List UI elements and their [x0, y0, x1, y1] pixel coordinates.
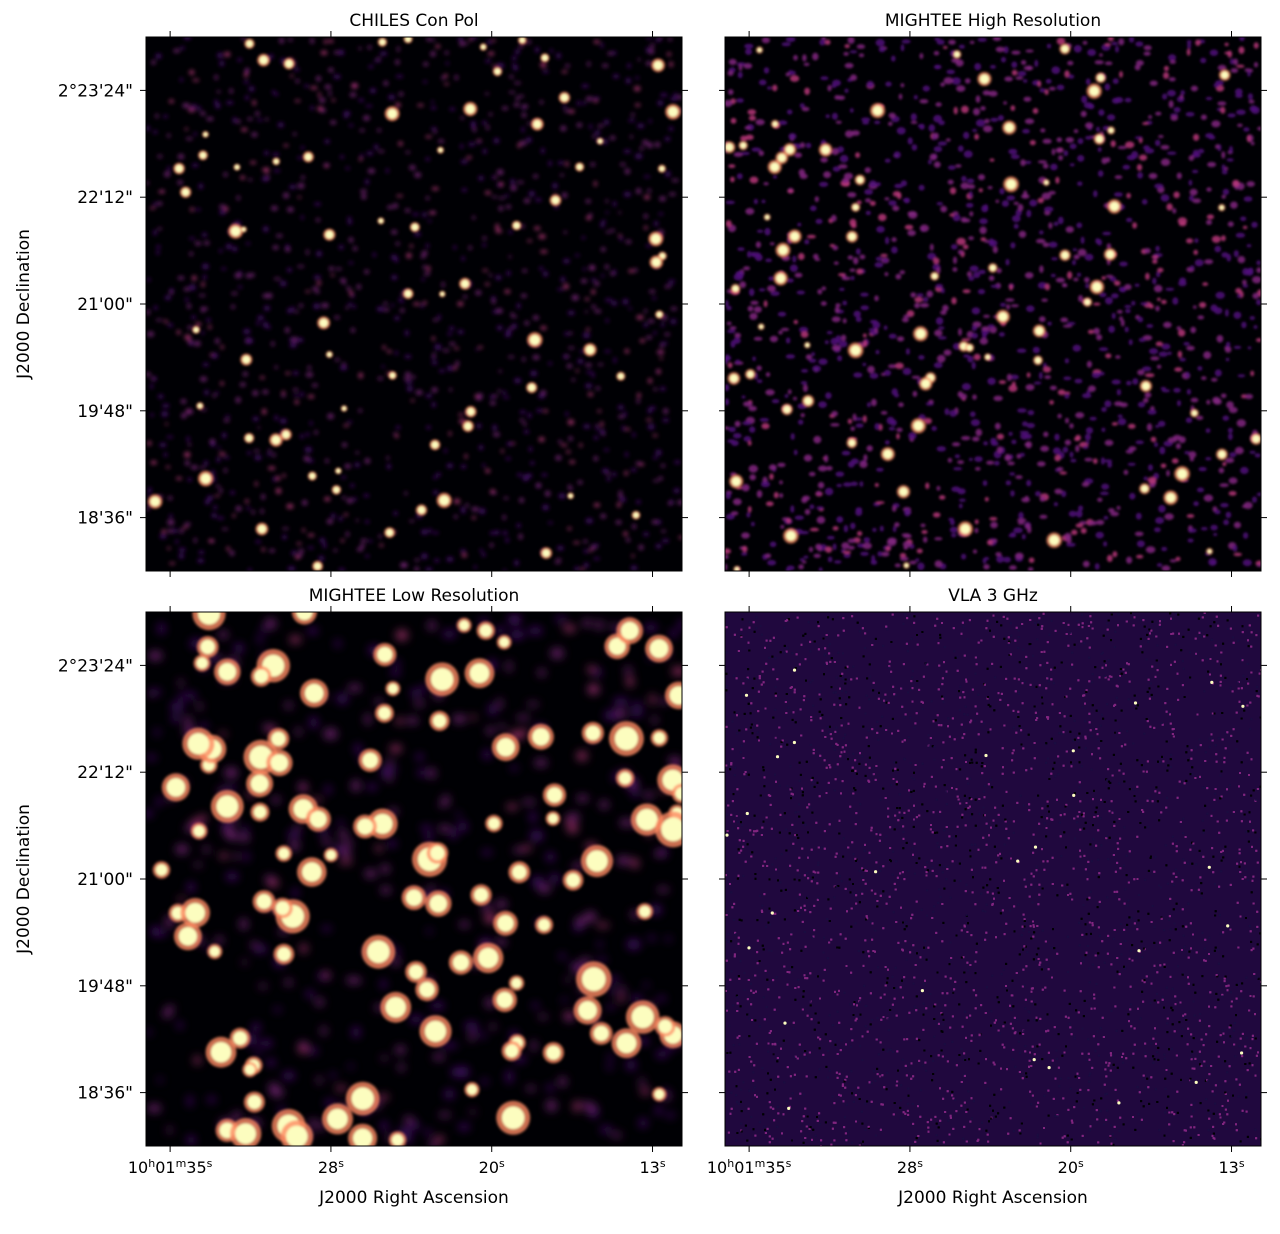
x-axis-label: J2000 Right Ascension [318, 1188, 509, 1208]
x-tick-label: 13s [639, 1157, 665, 1178]
y-axis-label: J2000 Declination [14, 804, 34, 955]
y-tick-label: 22'12" [77, 188, 133, 208]
panel-2: MIGHTEE High Resolution [719, 11, 1267, 577]
x-tick-label: 10h01m35s [707, 1157, 792, 1178]
x-tick-label: 10h01m35s [128, 1157, 213, 1178]
y-tick-label: 18'36" [77, 1084, 133, 1104]
y-axis-label: J2000 Declination [14, 229, 34, 380]
x-tick-label: 20s [479, 1157, 505, 1178]
y-tick-label: 22'12" [77, 763, 133, 783]
radio-image [145, 34, 685, 573]
panel-title: VLA 3 GHz [948, 586, 1038, 606]
x-tick-label: 28s [897, 1157, 923, 1178]
y-tick-label: 19'48" [77, 977, 133, 997]
x-tick-label: 28s [318, 1157, 344, 1178]
x-tick-label: 13s [1218, 1157, 1244, 1178]
x-axis-label: J2000 Right Ascension [897, 1188, 1088, 1208]
y-tick-label: 21'00" [77, 295, 133, 315]
panel-title: CHILES Con Pol [349, 11, 478, 31]
radio-image [722, 34, 1265, 574]
radio-image [140, 597, 692, 1153]
y-tick-label: 18'36" [77, 509, 133, 529]
panel-title: MIGHTEE Low Resolution [309, 586, 520, 606]
y-tick-label: 19'48" [77, 402, 133, 422]
panel-4: VLA 3 GHz 10h01m35s 28s 20s 13s J2000 Right A… [707, 586, 1267, 1208]
panel-3: MIGHTEE Low Resolution 2°23'24" 22'12" 21'0… [14, 586, 693, 1208]
y-tick-label: 2°23'24" [58, 656, 133, 676]
y-tick-label: 2°23'24" [58, 81, 133, 101]
panel-title: MIGHTEE High Resolution [885, 11, 1101, 31]
radio-image [725, 612, 1263, 1148]
panel-1: CHILES Con Pol 2°23'24" 22'12" 21'00" 19'48"… [14, 11, 688, 577]
y-tick-label: 21'00" [77, 870, 133, 890]
x-tick-label: 20s [1058, 1157, 1084, 1178]
image-background [725, 37, 1261, 571]
